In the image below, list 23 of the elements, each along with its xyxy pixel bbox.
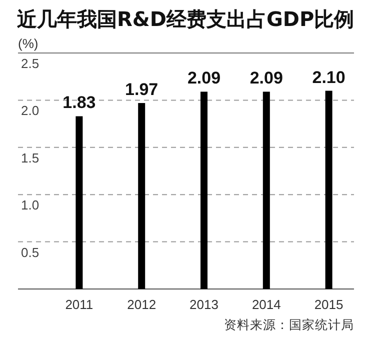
bar xyxy=(76,116,83,289)
text: 1.0 xyxy=(21,198,40,213)
x-tick-label: 2012 xyxy=(127,297,156,312)
chart-title: 近几年我国R&D经费支出占GDP比例 xyxy=(16,7,354,31)
x-tick-label: 2015 xyxy=(314,297,344,312)
data-label: 2.09 xyxy=(187,68,221,88)
bar xyxy=(138,103,146,289)
data-label: 1.97 xyxy=(125,80,158,100)
text: 1.5 xyxy=(21,150,40,166)
data-label: 2.09 xyxy=(250,68,283,88)
text: 0.5 xyxy=(21,244,40,260)
x-tick-label: 2011 xyxy=(65,297,94,312)
text: 资料来源：国家统计局 xyxy=(224,317,354,332)
y-axis-title: (%) xyxy=(18,36,38,51)
data-label: 2.10 xyxy=(312,68,346,87)
data-label: 1.83 xyxy=(62,93,96,112)
text: 2.0 xyxy=(21,103,40,118)
text: 2.5 xyxy=(21,56,40,71)
x-tick-label: 2013 xyxy=(190,297,218,312)
bar xyxy=(262,92,270,289)
bar xyxy=(325,90,332,289)
bar xyxy=(200,92,208,289)
x-tick-label: 2014 xyxy=(252,297,281,312)
